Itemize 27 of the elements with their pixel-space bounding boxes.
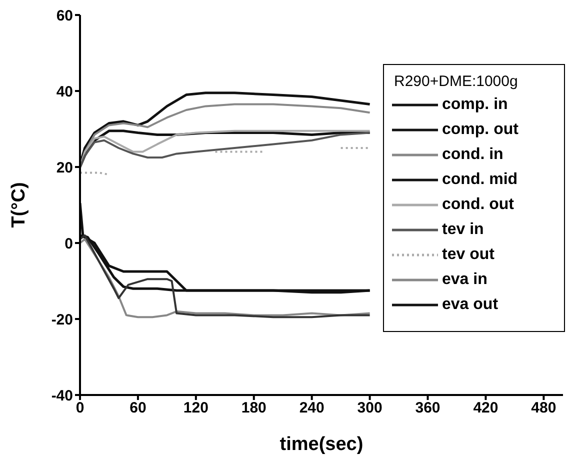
legend-label: eva out (442, 296, 498, 314)
legend-title: R290+DME:1000g (394, 73, 519, 90)
y-tick-label: -40 (51, 387, 73, 404)
x-tick-label: 300 (357, 400, 382, 417)
legend-label: comp. in (442, 96, 508, 114)
y-tick-label: 40 (56, 83, 73, 100)
x-tick-label: 180 (241, 400, 266, 417)
legend-label: tev out (442, 246, 494, 264)
x-tick-label: 480 (531, 400, 556, 417)
y-tick-label: 60 (56, 7, 73, 24)
y-axis-title: T(°C) (8, 182, 30, 228)
legend-label: cond. mid (442, 170, 518, 188)
x-tick-label: 120 (183, 400, 208, 417)
x-tick-label: 240 (299, 400, 324, 417)
y-tick-label: 20 (56, 159, 73, 176)
legend-label: comp. out (442, 120, 518, 138)
legend-label: eva in (442, 270, 488, 288)
legend-label: tev in (442, 220, 484, 238)
y-tick-label: 0 (64, 235, 73, 252)
x-tick-label: 420 (473, 400, 498, 417)
x-tick-label: 60 (130, 400, 146, 417)
legend-label: cond. in (442, 146, 504, 164)
x-tick-label: 0 (76, 400, 84, 417)
x-axis-title: time(sec) (280, 434, 364, 455)
y-tick-label: -20 (51, 311, 73, 328)
x-tick-label: 360 (415, 400, 440, 417)
legend-label: cond. out (442, 196, 514, 214)
